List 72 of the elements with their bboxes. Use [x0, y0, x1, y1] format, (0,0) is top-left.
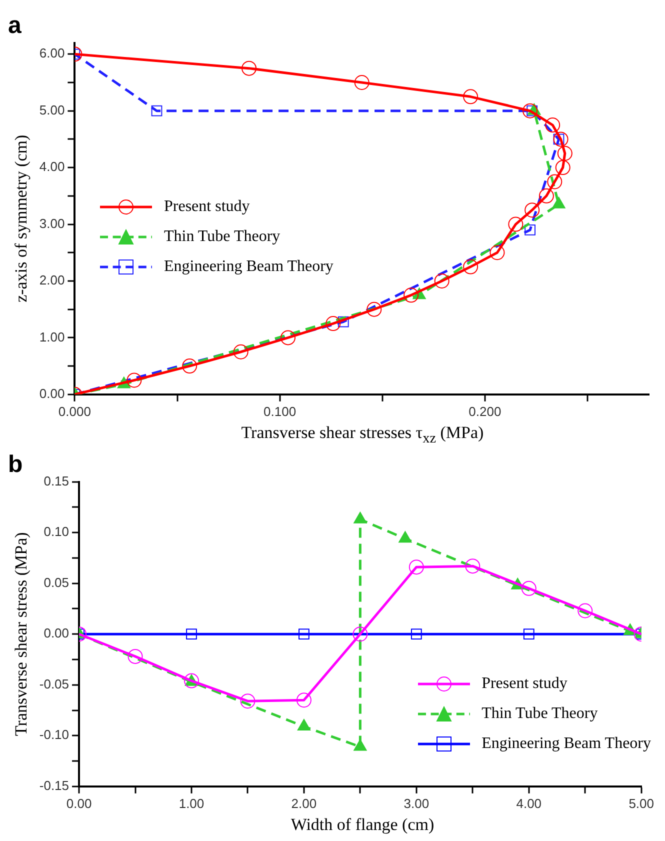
point — [326, 316, 341, 332]
y-tick-label: 0.15 — [44, 473, 70, 488]
point — [296, 692, 312, 708]
point — [434, 273, 450, 288]
point — [490, 245, 505, 260]
point — [366, 302, 382, 317]
point — [128, 648, 143, 664]
legend-label: Thin Tube Theory — [482, 705, 598, 723]
chart-title: a — [8, 12, 22, 40]
point — [524, 202, 540, 218]
y-tick-label: 5.00 — [39, 102, 65, 118]
point — [280, 330, 296, 346]
x-tick-label: 0.00 — [66, 796, 92, 811]
point — [151, 105, 162, 116]
point — [463, 89, 478, 104]
point — [338, 316, 349, 328]
x-axis-title: Transverse shear stresses τ$_{xz}$ (MPa) — [240, 423, 485, 447]
legend-label: Thin Tube Theory — [164, 228, 280, 246]
point — [553, 132, 568, 147]
y-tick-label: 0.00 — [44, 626, 70, 641]
point — [404, 288, 419, 303]
x-tick-label: 4.00 — [516, 796, 542, 811]
legend-label: Present study — [164, 198, 250, 216]
point — [410, 628, 422, 640]
point — [352, 626, 368, 642]
point — [408, 560, 424, 575]
point — [578, 603, 593, 618]
legend-label: Engineering Beam Theory — [164, 258, 334, 276]
y-tick-label: -0.10 — [39, 727, 70, 742]
point — [186, 628, 197, 640]
y-tick-label: 3.00 — [39, 216, 65, 231]
point — [463, 259, 478, 274]
chart-title: b — [8, 451, 23, 478]
legend-label: Present study — [482, 675, 568, 693]
x-tick-label: 5.00 — [628, 796, 654, 811]
point — [465, 558, 480, 574]
point — [557, 146, 572, 161]
point — [182, 358, 198, 374]
point — [545, 118, 560, 133]
point — [547, 174, 562, 190]
y-tick-label: 1.00 — [39, 329, 65, 344]
x-axis-title: Width of flange (cm) — [290, 815, 436, 836]
x-tick-label: 2.00 — [291, 796, 317, 811]
point — [233, 344, 248, 360]
point — [538, 188, 554, 204]
x-tick-label: 3.00 — [404, 796, 430, 811]
x-tick-label: 0.100 — [264, 404, 296, 419]
y-axis-title: Transverse shear stress (MPa) — [12, 532, 31, 736]
y-tick-label: 2.00 — [39, 272, 65, 288]
x-tick-label: 0.200 — [468, 404, 502, 419]
y-axis-title: z-axis of symmetry (cm) — [12, 134, 31, 302]
point — [555, 160, 570, 176]
point — [522, 103, 538, 118]
point — [126, 372, 142, 388]
point — [508, 216, 524, 232]
point — [240, 694, 256, 709]
y-tick-label: 0.00 — [39, 386, 65, 401]
x-tick-label: 0.000 — [58, 404, 91, 419]
y-tick-label: -0.15 — [39, 778, 70, 793]
legend-label: Engineering Beam Theory — [482, 735, 651, 753]
x-tick-label: 1.00 — [178, 796, 204, 811]
point — [354, 74, 370, 90]
y-tick-label: 6.00 — [39, 46, 65, 61]
y-tick-label: 4.00 — [39, 159, 65, 174]
point — [242, 60, 257, 76]
y-tick-label: -0.05 — [39, 676, 70, 692]
point — [521, 580, 536, 596]
y-tick-label: 0.10 — [44, 524, 70, 540]
point — [524, 224, 536, 236]
point — [298, 628, 310, 640]
point — [523, 628, 534, 640]
y-tick-label: 0.05 — [44, 574, 70, 590]
